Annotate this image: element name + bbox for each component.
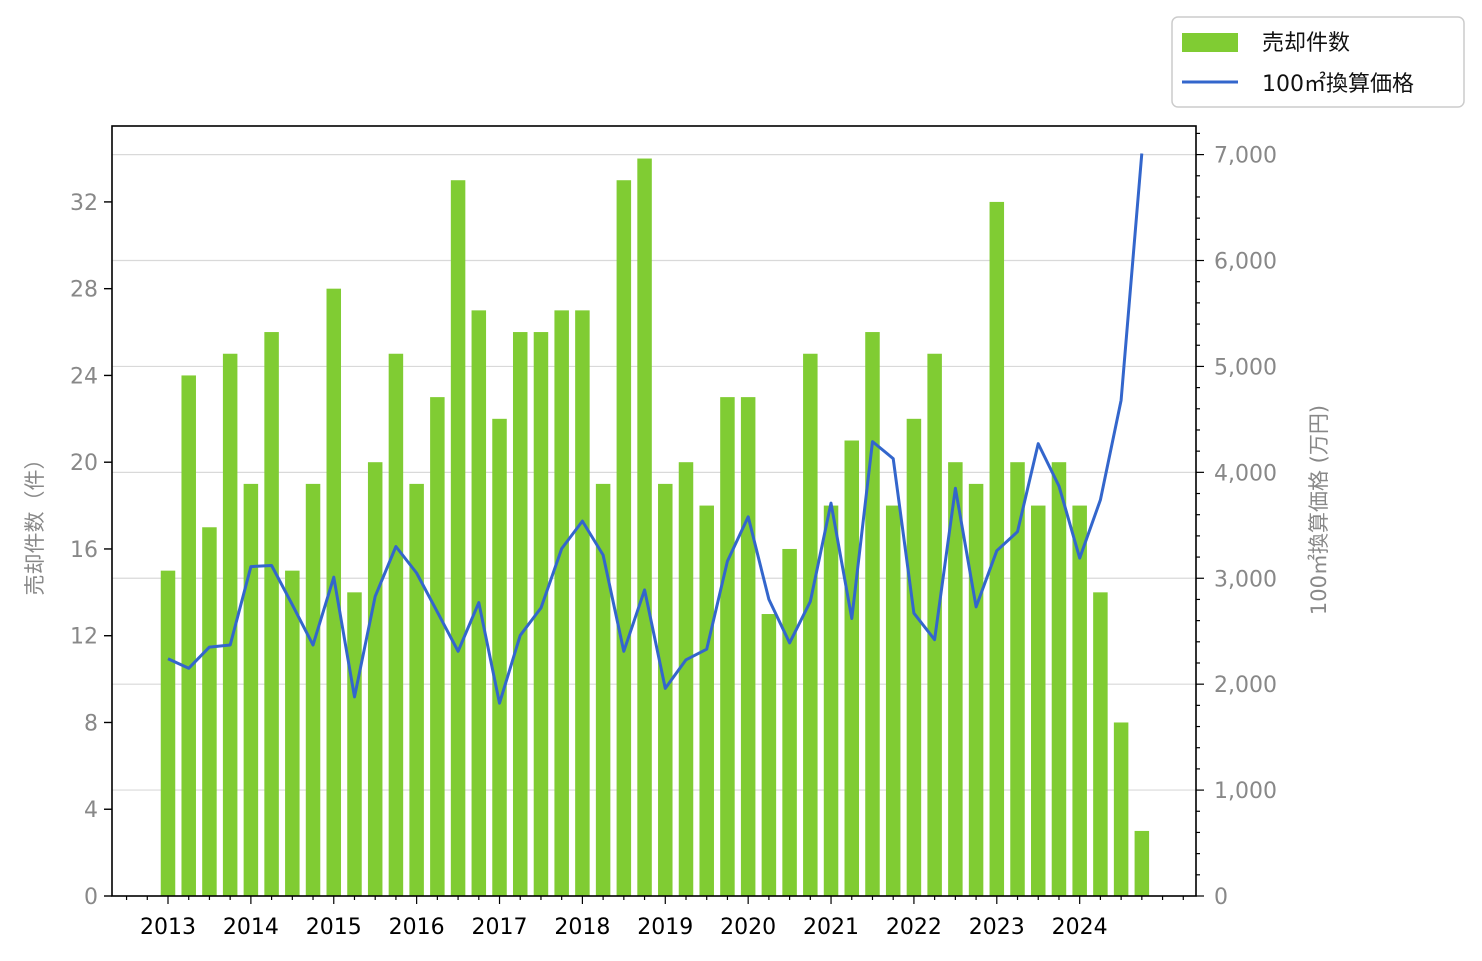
right-tick-label: 2,000 xyxy=(1214,673,1277,698)
bar xyxy=(533,332,549,896)
price-line xyxy=(167,153,1144,705)
bar-series xyxy=(160,158,1150,897)
bar xyxy=(326,288,342,897)
legend: 売却件数 100㎡換算価格 xyxy=(1171,16,1465,108)
bar xyxy=(1072,505,1087,896)
bar xyxy=(740,397,756,896)
bar xyxy=(160,570,176,896)
right-tick-label: 0 xyxy=(1214,885,1228,910)
right-axis: 0 1,000 2,000 3,000 4,000 5,000 6,000 7,000 xyxy=(1196,132,1277,910)
bar xyxy=(1113,722,1129,896)
x-tick-label: 2015 xyxy=(306,915,362,940)
bar xyxy=(512,332,528,896)
left-tick-label: 12 xyxy=(70,625,98,650)
legend-bar-label: 売却件数 xyxy=(1262,31,1350,56)
bar xyxy=(782,548,797,896)
left-tick-label: 20 xyxy=(70,451,98,476)
x-tick-label: 2023 xyxy=(969,915,1025,940)
left-tick-label: 4 xyxy=(84,798,98,823)
right-tick-label: 4,000 xyxy=(1214,461,1277,486)
bar xyxy=(678,462,694,896)
x-tick-label: 2024 xyxy=(1052,915,1108,940)
left-tick-label: 8 xyxy=(84,711,98,736)
bar xyxy=(492,418,507,896)
bar xyxy=(761,614,777,896)
x-tick-label: 2020 xyxy=(720,915,776,940)
left-tick-label: 32 xyxy=(70,191,98,216)
bar xyxy=(285,570,300,896)
bar xyxy=(865,332,880,896)
x-tick-label: 2021 xyxy=(803,915,859,940)
bar xyxy=(430,397,445,896)
bar xyxy=(388,353,404,897)
bar xyxy=(823,505,839,896)
bar xyxy=(1010,462,1025,896)
bar xyxy=(885,505,901,896)
bar xyxy=(1030,505,1046,896)
legend-box xyxy=(1171,16,1465,108)
bar xyxy=(948,462,963,896)
bar xyxy=(1134,830,1150,896)
bar xyxy=(367,462,383,896)
x-tick-label: 2022 xyxy=(886,915,942,940)
bar xyxy=(968,483,984,896)
bar xyxy=(409,483,424,896)
bar xyxy=(305,483,321,896)
right-tick-label: 6,000 xyxy=(1214,250,1277,275)
x-tick-label: 2013 xyxy=(140,915,196,940)
right-tick-label: 3,000 xyxy=(1214,567,1277,592)
left-tick-label: 0 xyxy=(84,885,98,910)
plot-frame xyxy=(111,125,1197,897)
line-series xyxy=(167,153,1144,705)
left-axis-title: 売却件数（件） xyxy=(23,449,47,596)
x-tick-label: 2018 xyxy=(554,915,610,940)
x-tick-label: 2016 xyxy=(389,915,445,940)
bar xyxy=(222,353,238,897)
bar xyxy=(844,440,860,896)
bar xyxy=(181,375,196,896)
left-axis: 0 4 8 12 16 20 24 28 32 xyxy=(70,191,112,910)
right-tick-label: 1,000 xyxy=(1214,779,1277,804)
bar xyxy=(927,353,942,897)
left-tick-label: 16 xyxy=(70,538,98,563)
x-axis: 2013 2014 2015 2016 2017 2018 2019 2020 2021 2022… xyxy=(125,896,1184,940)
bar xyxy=(1051,462,1067,896)
right-tick-label: 5,000 xyxy=(1214,355,1277,380)
bar xyxy=(906,418,922,896)
bar xyxy=(720,397,735,896)
bar xyxy=(637,158,652,896)
x-tick-label: 2019 xyxy=(637,915,693,940)
bar xyxy=(347,592,362,896)
bar xyxy=(595,483,611,896)
right-axis-title: 100㎡換算価格 (万円) xyxy=(1307,405,1331,615)
left-tick-label: 28 xyxy=(70,278,98,303)
bar xyxy=(658,483,673,896)
bar xyxy=(699,505,714,896)
left-tick-label: 24 xyxy=(70,364,98,389)
bar xyxy=(202,527,217,896)
bar xyxy=(616,180,632,897)
bar xyxy=(803,353,818,897)
right-tick-label: 7,000 xyxy=(1214,144,1277,169)
legend-line-label: 100㎡換算価格 xyxy=(1262,71,1414,97)
bar xyxy=(243,483,259,896)
bar xyxy=(554,310,569,896)
bar xyxy=(264,332,279,896)
x-tick-label: 2017 xyxy=(472,915,528,940)
bar xyxy=(575,310,590,896)
bar xyxy=(450,180,466,897)
legend-bar-swatch xyxy=(1182,33,1238,52)
x-tick-label: 2014 xyxy=(223,915,279,940)
bar xyxy=(1093,592,1108,896)
